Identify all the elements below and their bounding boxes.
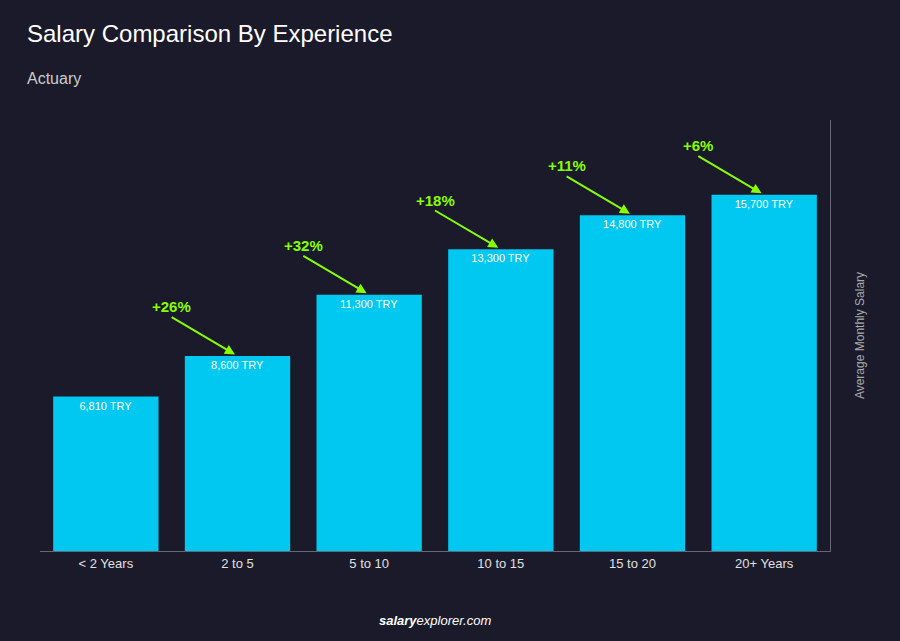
svg-text:11,300 TRY: 11,300 TRY <box>340 298 398 310</box>
svg-text:8,600 TRY: 8,600 TRY <box>211 359 264 371</box>
svg-text:2 to 5: 2 to 5 <box>221 556 254 571</box>
svg-text:+18%: +18% <box>416 192 455 209</box>
svg-text:+32%: +32% <box>284 237 323 254</box>
svg-text:10 to 15: 10 to 15 <box>477 556 524 571</box>
svg-text:+11%: +11% <box>548 157 586 174</box>
svg-text:Salary Comparison By Experienc: Salary Comparison By Experience <box>27 20 393 47</box>
svg-text:20+ Years: 20+ Years <box>735 556 794 571</box>
svg-text:13,300 TRY: 13,300 TRY <box>471 252 530 264</box>
svg-text:+6%: +6% <box>683 137 713 154</box>
svg-text:Average Monthly Salary: Average Monthly Salary <box>853 272 867 399</box>
svg-text:< 2 Years: < 2 Years <box>79 556 134 571</box>
svg-text:14,800 TRY: 14,800 TRY <box>603 218 662 230</box>
svg-text:Actuary: Actuary <box>27 70 81 87</box>
svg-text:+26%: +26% <box>152 298 191 315</box>
svg-text:salaryexplorer.com: salaryexplorer.com <box>379 613 491 628</box>
svg-text:15,700 TRY: 15,700 TRY <box>735 198 794 210</box>
svg-text:5 to 10: 5 to 10 <box>349 556 389 571</box>
svg-text:15 to 20: 15 to 20 <box>609 556 656 571</box>
svg-text:6,810 TRY: 6,810 TRY <box>79 400 132 412</box>
